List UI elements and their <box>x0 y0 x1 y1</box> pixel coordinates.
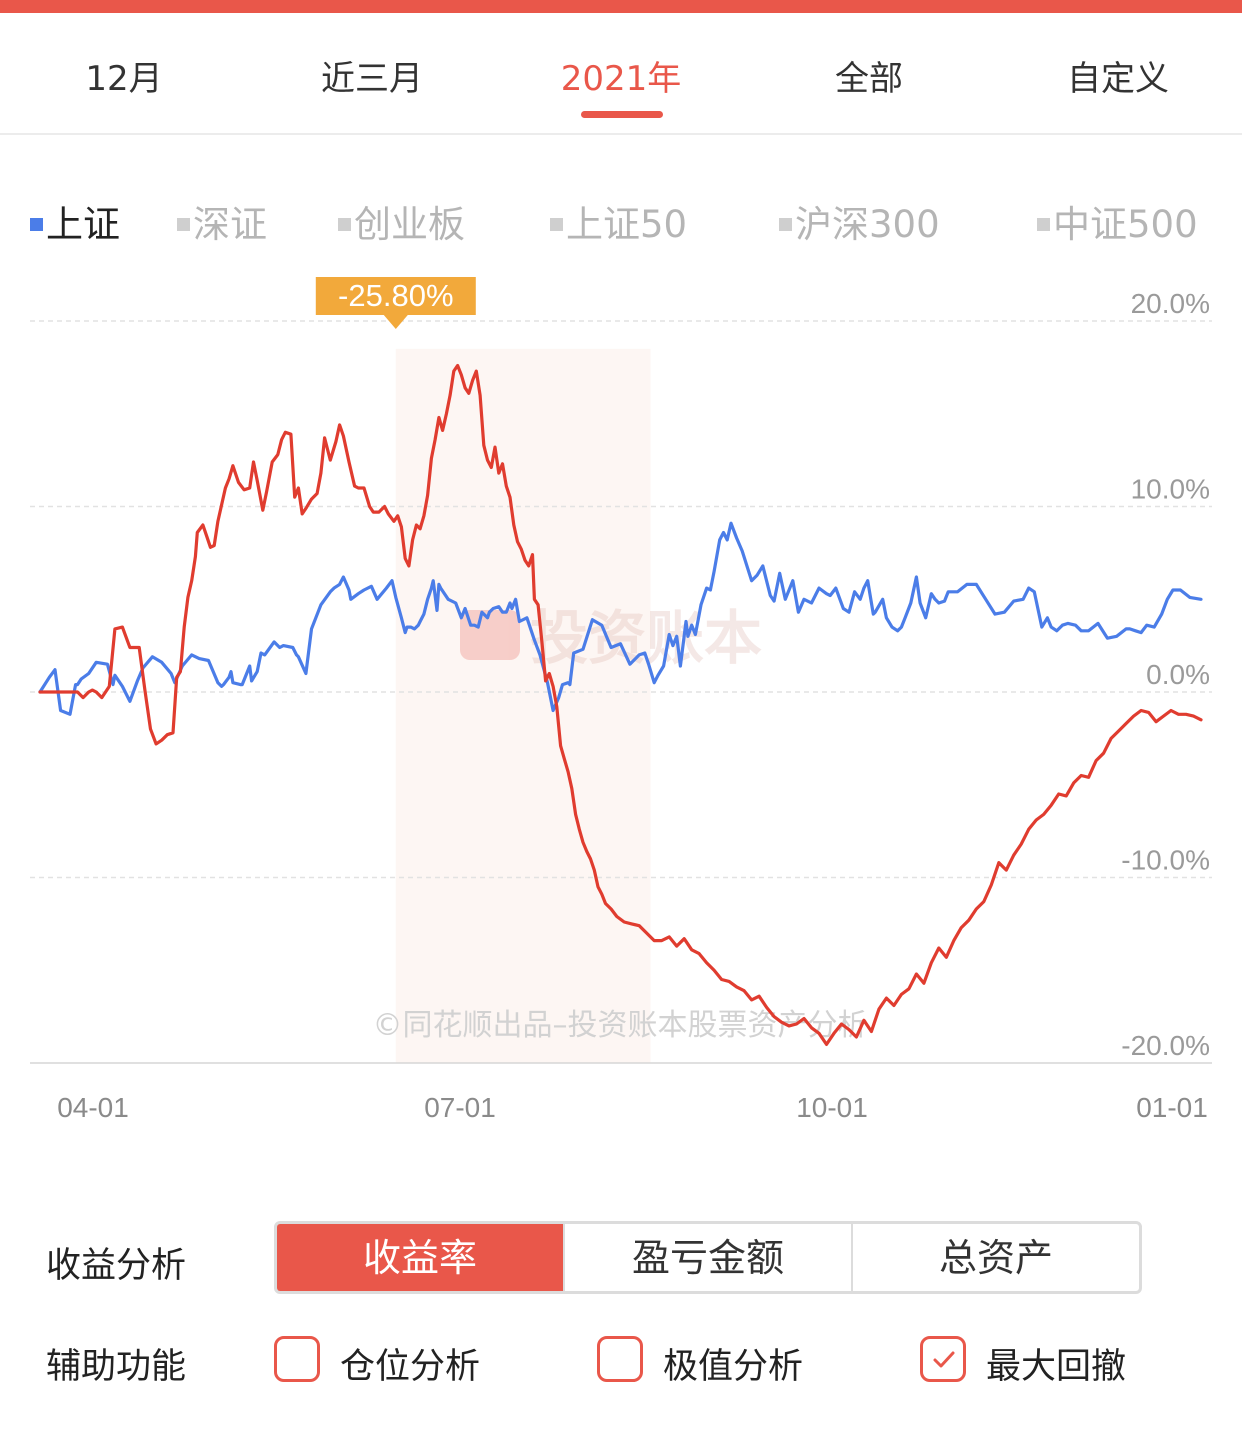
y-tick-label: -20.0% <box>1121 1030 1210 1061</box>
legend-label: 上证50 <box>566 203 688 246</box>
legend-csi500[interactable]: 中证500 <box>1037 194 1198 248</box>
tooltip-pointer <box>383 315 408 329</box>
checkbox-box[interactable] <box>597 1336 643 1382</box>
top-accent-bar <box>0 0 1242 13</box>
legend-shanghai[interactable]: 上证 <box>30 194 120 248</box>
legend-marker <box>177 218 190 231</box>
tab-last-three-months[interactable]: 近三月 <box>321 59 423 99</box>
legend-label: 创业板 <box>354 203 465 246</box>
tooltip-label: -25.80% <box>338 278 453 313</box>
tab-all[interactable]: 全部 <box>835 59 903 99</box>
y-tick-label: 0.0% <box>1146 659 1210 690</box>
checkbox-label: 最大回撤 <box>986 1347 1127 1387</box>
x-tick-label: 10-01 <box>796 1092 868 1123</box>
legend-shenzhen[interactable]: 深证 <box>177 194 267 248</box>
checkbox-box[interactable] <box>920 1336 966 1382</box>
period-tab-bar: 12月 近三月 2021年 全部 自定义 <box>0 13 1242 135</box>
return-rate-button[interactable]: 收益率 <box>277 1224 563 1291</box>
profit-analysis-label: 收益分析 <box>46 1246 187 1286</box>
active-tab-indicator <box>581 111 663 118</box>
aux-function-label: 辅助功能 <box>46 1347 187 1387</box>
legend-label: 中证500 <box>1053 203 1198 246</box>
drawdown-tooltip: -25.80% <box>315 277 476 329</box>
checkmark-icon <box>933 1351 955 1368</box>
y-tick-label: 20.0% <box>1131 288 1210 319</box>
checkbox-box[interactable] <box>274 1336 320 1382</box>
checkbox-label: 极值分析 <box>663 1347 804 1387</box>
tab-12-month[interactable]: 12月 <box>85 59 163 99</box>
legend-csi300[interactable]: 沪深300 <box>779 194 940 248</box>
legend-label: 上证 <box>46 203 120 246</box>
total-assets-button[interactable]: 总资产 <box>851 1224 1139 1291</box>
tab-custom[interactable]: 自定义 <box>1067 59 1169 99</box>
legend-sse50[interactable]: 上证50 <box>550 194 687 248</box>
position-analysis-checkbox[interactable]: 仓位分析 <box>274 1336 504 1387</box>
profit-amount-button[interactable]: 盈亏金额 <box>563 1224 851 1291</box>
legend-marker <box>779 218 792 231</box>
legend-marker <box>1037 218 1050 231</box>
legend-marker <box>30 218 43 231</box>
y-tick-label: 10.0% <box>1131 474 1210 505</box>
x-tick-label: 01-01 <box>1136 1092 1208 1123</box>
watermark-logo-text: 投资账本 <box>530 604 762 672</box>
profit-type-selector: 收益率 盈亏金额 总资产 <box>274 1221 1142 1294</box>
legend-chinext[interactable]: 创业板 <box>338 194 465 248</box>
tooltip-box <box>315 277 476 315</box>
checkbox-label: 仓位分析 <box>340 1347 481 1387</box>
watermark-badge-icon <box>460 610 520 660</box>
portfolio-return-line <box>38 363 1203 1046</box>
max-drawdown-checkbox[interactable]: 最大回撤 <box>920 1336 1150 1387</box>
extreme-analysis-checkbox[interactable]: 极值分析 <box>597 1336 827 1387</box>
legend-marker <box>338 218 351 231</box>
legend-marker <box>550 218 563 231</box>
tab-2021[interactable]: 2021年 <box>560 59 682 99</box>
x-tick-label: 07-01 <box>424 1092 496 1123</box>
drawdown-region <box>395 348 651 1063</box>
x-tick-label: 04-01 <box>57 1092 129 1123</box>
return-chart[interactable]: 20.0% 10.0% 0.0% -10.0% -20.0% 04-01 07-01 10-0… <box>0 260 1242 1140</box>
shanghai-index-line <box>38 521 1203 716</box>
legend-label: 深证 <box>193 203 267 246</box>
y-tick-label: -10.0% <box>1121 845 1210 876</box>
legend-label: 沪深300 <box>795 203 940 246</box>
